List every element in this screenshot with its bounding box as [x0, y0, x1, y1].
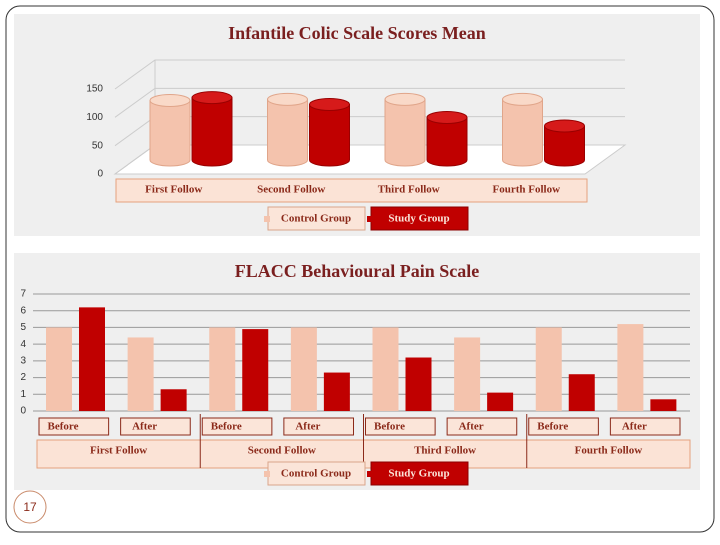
cylinder-top [149, 94, 191, 107]
y-tick-label: 5 [20, 322, 26, 333]
x-tick-label: After [459, 421, 484, 433]
bar [568, 374, 595, 411]
cylinder [191, 97, 233, 167]
x-tick-label: Fourth Follow [492, 184, 560, 196]
bar [617, 324, 644, 411]
category-axis [115, 178, 588, 203]
slide-number-badge [13, 490, 47, 524]
cylinder-top [384, 92, 426, 106]
legend-label: Control Group [281, 468, 351, 480]
bar [650, 399, 677, 411]
bar [290, 327, 317, 411]
x-tick-label: Before [374, 421, 405, 433]
chart-title: FLACC Behavioural Pain Scale [235, 261, 480, 281]
cylinder [309, 103, 350, 167]
legend-swatch [367, 471, 373, 477]
cylinder [384, 98, 426, 167]
bar [323, 372, 350, 411]
cylinder-top [426, 111, 468, 124]
x-tick-label: Before [48, 421, 79, 433]
chart-panel [14, 14, 700, 236]
legend-swatch [264, 471, 270, 477]
cylinder-top [191, 91, 233, 105]
group-label: Fourth Follow [575, 445, 643, 457]
cylinder-top [502, 92, 543, 106]
bar [160, 389, 187, 411]
bar [454, 337, 481, 411]
y-tick-label: 50 [92, 140, 104, 151]
bar [46, 327, 72, 411]
y-tick-label: 0 [20, 406, 26, 417]
group-label: First Follow [90, 445, 147, 457]
cylinder-top [309, 97, 350, 111]
legend-label: Study Group [388, 468, 449, 480]
category-box [528, 417, 599, 436]
cylinder-top [544, 119, 585, 133]
category-box [446, 417, 518, 436]
cylinder [149, 100, 191, 167]
x-tick-label: Before [211, 421, 242, 433]
y-tick-label: 100 [86, 112, 103, 123]
x-tick-label: Before [537, 421, 568, 433]
x-tick-label: After [295, 421, 320, 433]
bar [209, 327, 236, 411]
cylinder [544, 125, 585, 167]
bar [79, 307, 105, 411]
chart-title: Infantile Colic Scale Scores Mean [228, 23, 486, 43]
cylinder [426, 117, 468, 167]
bar [372, 327, 399, 411]
category-box [38, 417, 110, 436]
category-box [283, 417, 354, 436]
y-tick-label: 4 [20, 339, 26, 350]
bar [127, 337, 154, 411]
legend-label: Study Group [388, 213, 449, 225]
y-tick-label: 7 [20, 289, 26, 300]
category-box [609, 417, 681, 436]
group-label: Third Follow [414, 445, 476, 457]
legend-swatch [264, 216, 270, 222]
category-box [365, 417, 436, 436]
bar [535, 327, 562, 411]
y-tick-label: 150 [86, 84, 103, 95]
slide-number: 17 [23, 500, 37, 514]
y-tick-label: 0 [97, 169, 103, 180]
cylinder [267, 98, 308, 167]
x-tick-label: Second Follow [257, 184, 325, 196]
x-tick-label: After [622, 421, 647, 433]
y-tick-label: 3 [20, 355, 26, 366]
y-tick-label: 6 [20, 305, 26, 316]
cylinder [502, 98, 543, 167]
y-tick-label: 1 [20, 389, 26, 400]
grid-line [114, 87, 625, 118]
x-tick-label: After [132, 421, 157, 433]
group-label: Second Follow [248, 445, 316, 457]
x-tick-label: Third Follow [378, 184, 440, 196]
y-tick-label: 2 [20, 372, 26, 383]
bar [405, 357, 432, 411]
legend-label: Control Group [281, 213, 351, 225]
category-box [120, 417, 191, 436]
bar [242, 329, 269, 411]
bar [487, 392, 514, 411]
legend-swatch [367, 216, 373, 222]
category-box [201, 417, 273, 436]
grid-line [114, 59, 625, 90]
x-tick-label: First Follow [145, 184, 202, 196]
cylinder-top [267, 92, 308, 106]
